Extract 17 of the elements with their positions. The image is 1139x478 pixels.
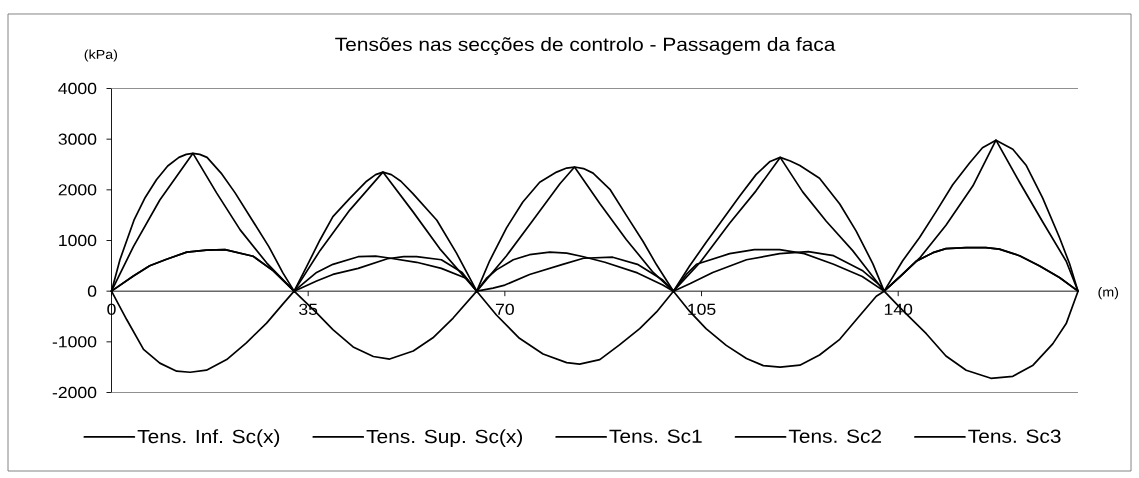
chart-title: Tensões nas secções de controlo - Passagem da faca xyxy=(335,37,836,55)
x-tick-label: 105 xyxy=(688,303,716,316)
y-tick-label: 1000 xyxy=(59,234,97,247)
legend-label: Tens. Sup. Sc(x) xyxy=(366,429,523,447)
y-tick-label: -1000 xyxy=(52,336,97,348)
x-tick-label: 70 xyxy=(495,303,514,316)
y-tick-label: -2000 xyxy=(52,386,97,399)
legend-label: Tens. Sc1 xyxy=(609,429,702,443)
y-axis-title: (kPa) xyxy=(84,49,118,62)
legend-label: Tens. Inf. Sc(x) xyxy=(137,429,280,447)
legend-label: Tens. Sc3 xyxy=(968,429,1061,443)
legend-label: Tens. Sc2 xyxy=(788,429,882,443)
y-tick-label: 4000 xyxy=(58,82,97,95)
y-tick-label: 2000 xyxy=(58,184,97,196)
y-tick-label: 3000 xyxy=(58,133,97,145)
y-tick-label: 0 xyxy=(87,285,97,297)
x-axis-title: (m) xyxy=(1098,287,1119,300)
